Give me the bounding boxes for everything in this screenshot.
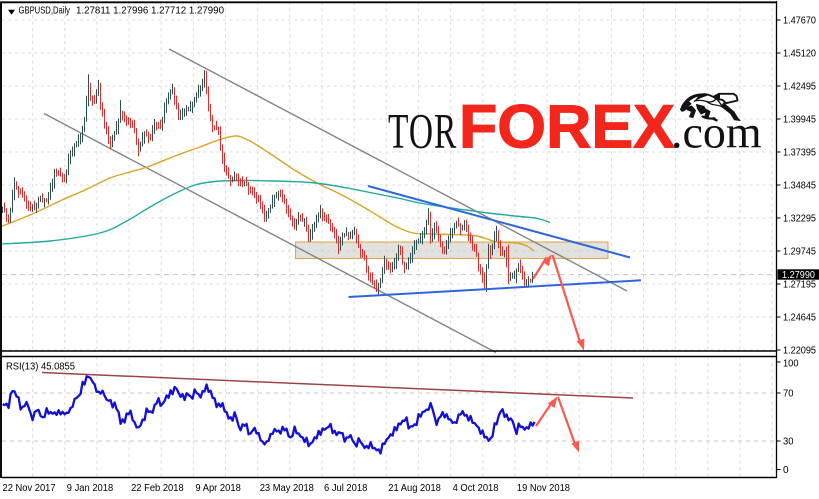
svg-text:22 Nov 2017: 22 Nov 2017	[3, 483, 57, 494]
svg-text:1.42495: 1.42495	[783, 82, 816, 93]
svg-text:.com: .com	[671, 107, 762, 158]
svg-text:23 May 2018: 23 May 2018	[260, 483, 315, 494]
svg-text:GBPUSD,Daily: GBPUSD,Daily	[19, 5, 71, 17]
svg-text:1.22095: 1.22095	[783, 346, 816, 357]
svg-text:100: 100	[783, 359, 799, 370]
svg-text:1.27990: 1.27990	[782, 270, 815, 281]
svg-text:0: 0	[783, 465, 789, 476]
svg-text:1.27811 1.27996 1.27712 1.2799: 1.27811 1.27996 1.27712 1.27990	[76, 5, 224, 17]
svg-text:1.39945: 1.39945	[783, 115, 816, 126]
svg-text:22 Feb 2018: 22 Feb 2018	[131, 483, 184, 494]
svg-text:1.29745: 1.29745	[783, 247, 816, 258]
svg-text:9 Jan 2018: 9 Jan 2018	[67, 483, 114, 494]
svg-text:6 Jul 2018: 6 Jul 2018	[324, 483, 368, 494]
svg-text:TOR: TOR	[388, 104, 457, 159]
svg-text:1.45120: 1.45120	[783, 49, 816, 60]
svg-text:21 Aug 2018: 21 Aug 2018	[388, 483, 441, 494]
svg-text:19 Nov 2018: 19 Nov 2018	[517, 483, 571, 494]
svg-text:1.27195: 1.27195	[783, 280, 816, 291]
svg-text:1.24645: 1.24645	[783, 313, 816, 324]
svg-text:FOREX: FOREX	[459, 93, 675, 161]
svg-text:1.47670: 1.47670	[783, 16, 816, 27]
svg-text:4 Oct 2018: 4 Oct 2018	[453, 483, 499, 494]
svg-text:1.37395: 1.37395	[783, 148, 816, 159]
svg-text:30: 30	[783, 437, 794, 448]
svg-text:1.34845: 1.34845	[783, 181, 816, 192]
svg-text:9 Apr 2018: 9 Apr 2018	[195, 483, 241, 494]
svg-text:RSI(13) 45.0855: RSI(13) 45.0855	[6, 362, 75, 373]
svg-text:70: 70	[783, 389, 794, 400]
svg-text:1.32295: 1.32295	[783, 214, 816, 225]
